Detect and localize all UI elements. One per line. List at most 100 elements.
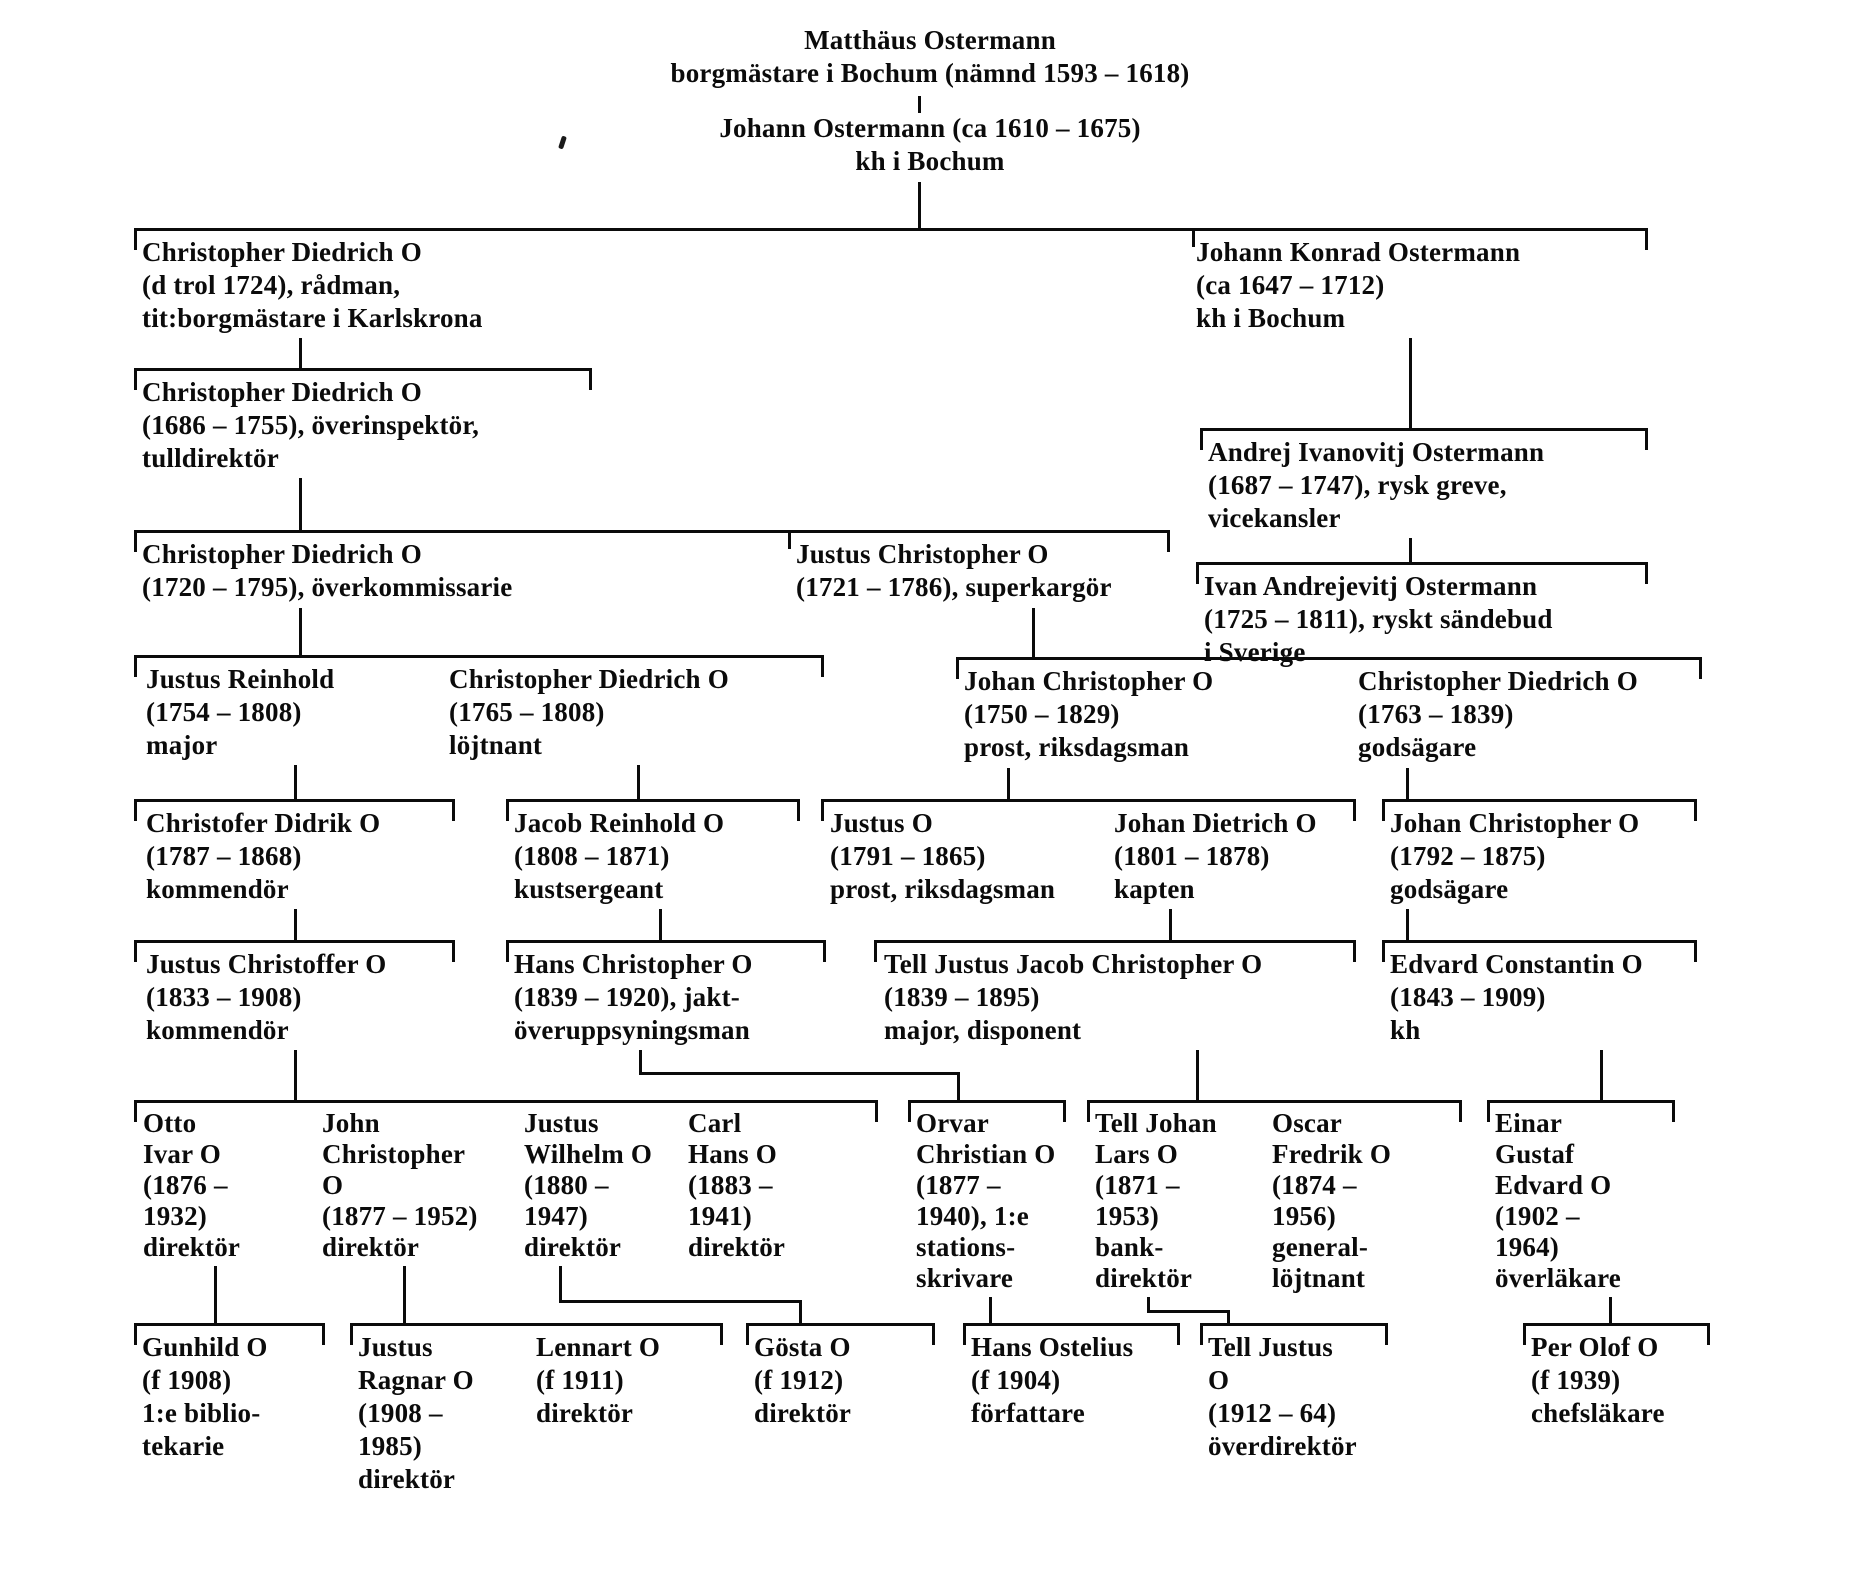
- text-line: Christopher Diedrich O: [142, 237, 422, 267]
- person-hans-ostelius: Hans Ostelius (f 1904) författare: [971, 1331, 1133, 1430]
- text-line: (1763 – 1839): [1358, 699, 1514, 729]
- text-line: direktör: [1095, 1263, 1193, 1293]
- text-line: kustsergeant: [514, 874, 664, 904]
- text-line: Johan Christopher O: [1390, 808, 1640, 838]
- text-line: (f 1939): [1531, 1365, 1621, 1395]
- text-line: Lennart O: [536, 1332, 661, 1362]
- text-line: 1956): [1272, 1201, 1336, 1231]
- text-line: Lars O: [1095, 1139, 1178, 1169]
- connector-line: [294, 1050, 297, 1100]
- text-line: (d trol 1724), rådman,: [142, 270, 401, 300]
- sibling-bracket: [134, 940, 455, 965]
- person-justus-wilhelm: Justus Wilhelm O (1880 –1947) direktör: [524, 1108, 652, 1263]
- person-tell-johan-lars: Tell Johan Lars O (1871 –1953) bank-direktö…: [1095, 1108, 1217, 1294]
- sibling-bracket: [134, 799, 455, 824]
- connector-line: [639, 1072, 960, 1075]
- text-line: (1839 – 1895): [884, 982, 1040, 1012]
- text-line: (1876 –: [143, 1170, 228, 1200]
- text-line: (1877 – 1952): [322, 1201, 478, 1231]
- text-line: (f 1912): [754, 1365, 844, 1395]
- connector-line: [1147, 1297, 1150, 1313]
- connector-line: [639, 1050, 642, 1075]
- connector-line: [299, 478, 302, 530]
- person-matthaus-ostermann: Matthäus Ostermann borgmästare i Bochum (…: [420, 24, 1440, 90]
- connector-line: [214, 1266, 217, 1323]
- text-line: (1808 – 1871): [514, 841, 670, 871]
- text-line: kh i Bochum: [855, 146, 1005, 176]
- sibling-bracket: [746, 1323, 935, 1348]
- sibling-bracket: [134, 1100, 878, 1125]
- person-jacob-reinhold: Jacob Reinhold O (1808 – 1871) kustsergean…: [514, 807, 724, 906]
- text-line: överläkare: [1495, 1263, 1621, 1293]
- text-line: (1765 – 1808): [449, 697, 605, 727]
- text-line: (1720 – 1795), överkommissarie: [142, 572, 513, 602]
- sibling-bracket: [908, 1100, 1066, 1125]
- sibling-bracket: [134, 228, 1648, 253]
- connector-line: [1600, 1050, 1603, 1100]
- text-line: Tell Justus: [1208, 1332, 1334, 1362]
- text-line: Justus: [358, 1332, 433, 1362]
- text-line: Hans O: [688, 1139, 777, 1169]
- sibling-bracket: [134, 368, 592, 393]
- person-gunhild: Gunhild O (f 1908) 1:e biblio-tekarie: [142, 1331, 268, 1463]
- text-line: (1839 – 1920), jakt-: [514, 982, 740, 1012]
- text-line: O: [322, 1170, 344, 1200]
- text-line: 1985): [358, 1431, 422, 1461]
- person-otto-ivar: Otto Ivar O (1876 –1932) direktör: [143, 1108, 240, 1263]
- connector-line: [1609, 1297, 1612, 1323]
- text-line: Christopher Diedrich O: [142, 539, 422, 569]
- text-line: godsägare: [1358, 732, 1477, 762]
- connector-line: [1406, 768, 1409, 799]
- person-per-olof: Per Olof O (f 1939) chefsläkare: [1531, 1331, 1665, 1430]
- connector-line: [918, 96, 921, 113]
- connector-line: [299, 608, 302, 655]
- sibling-bracket: [1200, 428, 1648, 453]
- text-line: Hans Christopher O: [514, 949, 753, 979]
- text-line: (1791 – 1865): [830, 841, 986, 871]
- person-oscar-fredrik: Oscar Fredrik O (1874 –1956) general-löjtna…: [1272, 1108, 1391, 1294]
- sibling-bracket: [956, 657, 1702, 682]
- text-line: (1902 –: [1495, 1201, 1580, 1231]
- text-line: Christopher Diedrich O: [1358, 666, 1638, 696]
- text-line: kh: [1390, 1015, 1421, 1045]
- bracket-tick: [1192, 228, 1195, 247]
- text-line: (1686 – 1755), överinspektör,: [142, 410, 480, 440]
- text-line: Christofer Didrik O: [146, 808, 381, 838]
- text-line: stations-: [916, 1232, 1016, 1262]
- text-line: Tell Justus Jacob Christopher O: [884, 949, 1263, 979]
- text-line: (1721 – 1786), superkargör: [796, 572, 1112, 602]
- text-line: kommendör: [146, 874, 289, 904]
- connector-line: [299, 338, 302, 368]
- text-line: bank-: [1095, 1232, 1164, 1262]
- bracket-tick: [788, 530, 791, 549]
- text-line: Gustaf: [1495, 1139, 1575, 1169]
- connector-line: [403, 1266, 406, 1323]
- text-line: chefsläkare: [1531, 1398, 1665, 1428]
- text-line: Otto: [143, 1108, 197, 1138]
- text-line: kapten: [1114, 874, 1195, 904]
- text-line: Johann Konrad Ostermann: [1196, 237, 1521, 267]
- person-justus-christoffer-1833: Justus Christoffer O (1833 – 1908) kommend…: [146, 948, 387, 1047]
- text-line: Justus: [524, 1108, 599, 1138]
- text-line: (1787 – 1868): [146, 841, 302, 871]
- connector-line: [294, 909, 297, 940]
- person-justus-ragnar: Justus Ragnar O (1908 –1985) direktör: [358, 1331, 474, 1496]
- connector-line: [1227, 1310, 1230, 1323]
- text-line: tit:borgmästare i Karlskrona: [142, 303, 483, 333]
- person-christopher-diedrich-radman: Christopher Diedrich O (d trol 1724), råd…: [142, 236, 483, 335]
- text-line: överuppsyningsman: [514, 1015, 750, 1045]
- text-line: Justus O: [830, 808, 933, 838]
- text-line: Justus Christopher O: [796, 539, 1049, 569]
- person-einar-gustaf-edvard: Einar Gustaf Edvard O (1902 –1964) överläkar…: [1495, 1108, 1621, 1294]
- person-tell-justus-o: Tell Justus O (1912 – 64) överdirektör: [1208, 1331, 1357, 1463]
- text-line: vicekansler: [1208, 503, 1341, 533]
- person-christofer-didrik: Christofer Didrik O (1787 – 1868) kommendö…: [146, 807, 380, 906]
- person-johan-christopher-1792: Johan Christopher O (1792 – 1875) godsägar…: [1390, 807, 1639, 906]
- person-christopher-diedrich-1763: Christopher Diedrich O (1763 – 1839) godsä…: [1358, 665, 1638, 764]
- connector-line: [559, 1300, 802, 1303]
- text-line: (1912 – 64): [1208, 1398, 1337, 1428]
- connector-line: [1032, 608, 1035, 657]
- person-andrej-ivanovitj-ostermann: Andrej Ivanovitj Ostermann (1687 – 1747),…: [1208, 436, 1544, 535]
- text-line: Orvar: [916, 1108, 989, 1138]
- text-line: löjtnant: [449, 730, 543, 760]
